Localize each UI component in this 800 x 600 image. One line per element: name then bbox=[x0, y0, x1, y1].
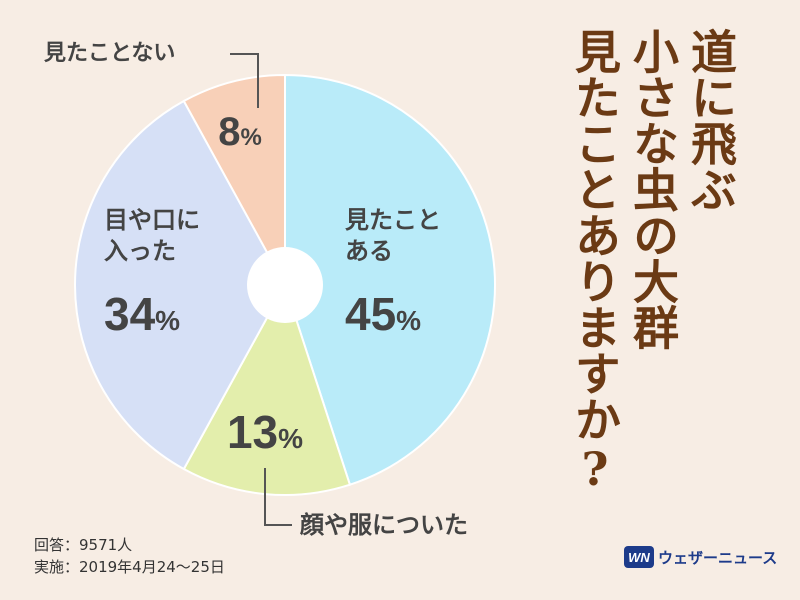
title-line-3: 見たことありますか? bbox=[568, 28, 622, 496]
slice-label-1: 見たことある bbox=[345, 206, 441, 265]
slice-value-3: 34% bbox=[104, 288, 180, 340]
pie-slice-3 bbox=[74, 99, 287, 471]
slice-value-1: 45% bbox=[345, 288, 421, 340]
pie-slice-1 bbox=[284, 73, 496, 486]
survey-dates: 実施：2019年4月24〜25日 bbox=[34, 558, 225, 576]
respondent-count: 回答：9571人 bbox=[34, 536, 133, 554]
brand-credit: WN ウェザーニュース bbox=[624, 546, 777, 568]
title-line-1: 道に飛ぶ bbox=[684, 28, 738, 212]
title-line-2: 小さな虫の大群 bbox=[626, 28, 680, 350]
slice-label-4: 見たことない bbox=[44, 41, 175, 66]
donut-hole bbox=[247, 247, 323, 323]
brand-name: ウェザーニュース bbox=[658, 548, 778, 567]
slice-label-3: 目や口に入った bbox=[104, 206, 200, 265]
pie-slice-4 bbox=[182, 73, 286, 286]
weathernews-logo-icon: WN bbox=[624, 546, 654, 568]
slice-label-2: 顔や服についた bbox=[299, 511, 468, 539]
leader-line-2 bbox=[264, 468, 292, 526]
leader-line-4 bbox=[230, 53, 259, 108]
slice-value-4: 8% bbox=[218, 110, 262, 154]
slice-value-2: 13% bbox=[227, 406, 303, 458]
